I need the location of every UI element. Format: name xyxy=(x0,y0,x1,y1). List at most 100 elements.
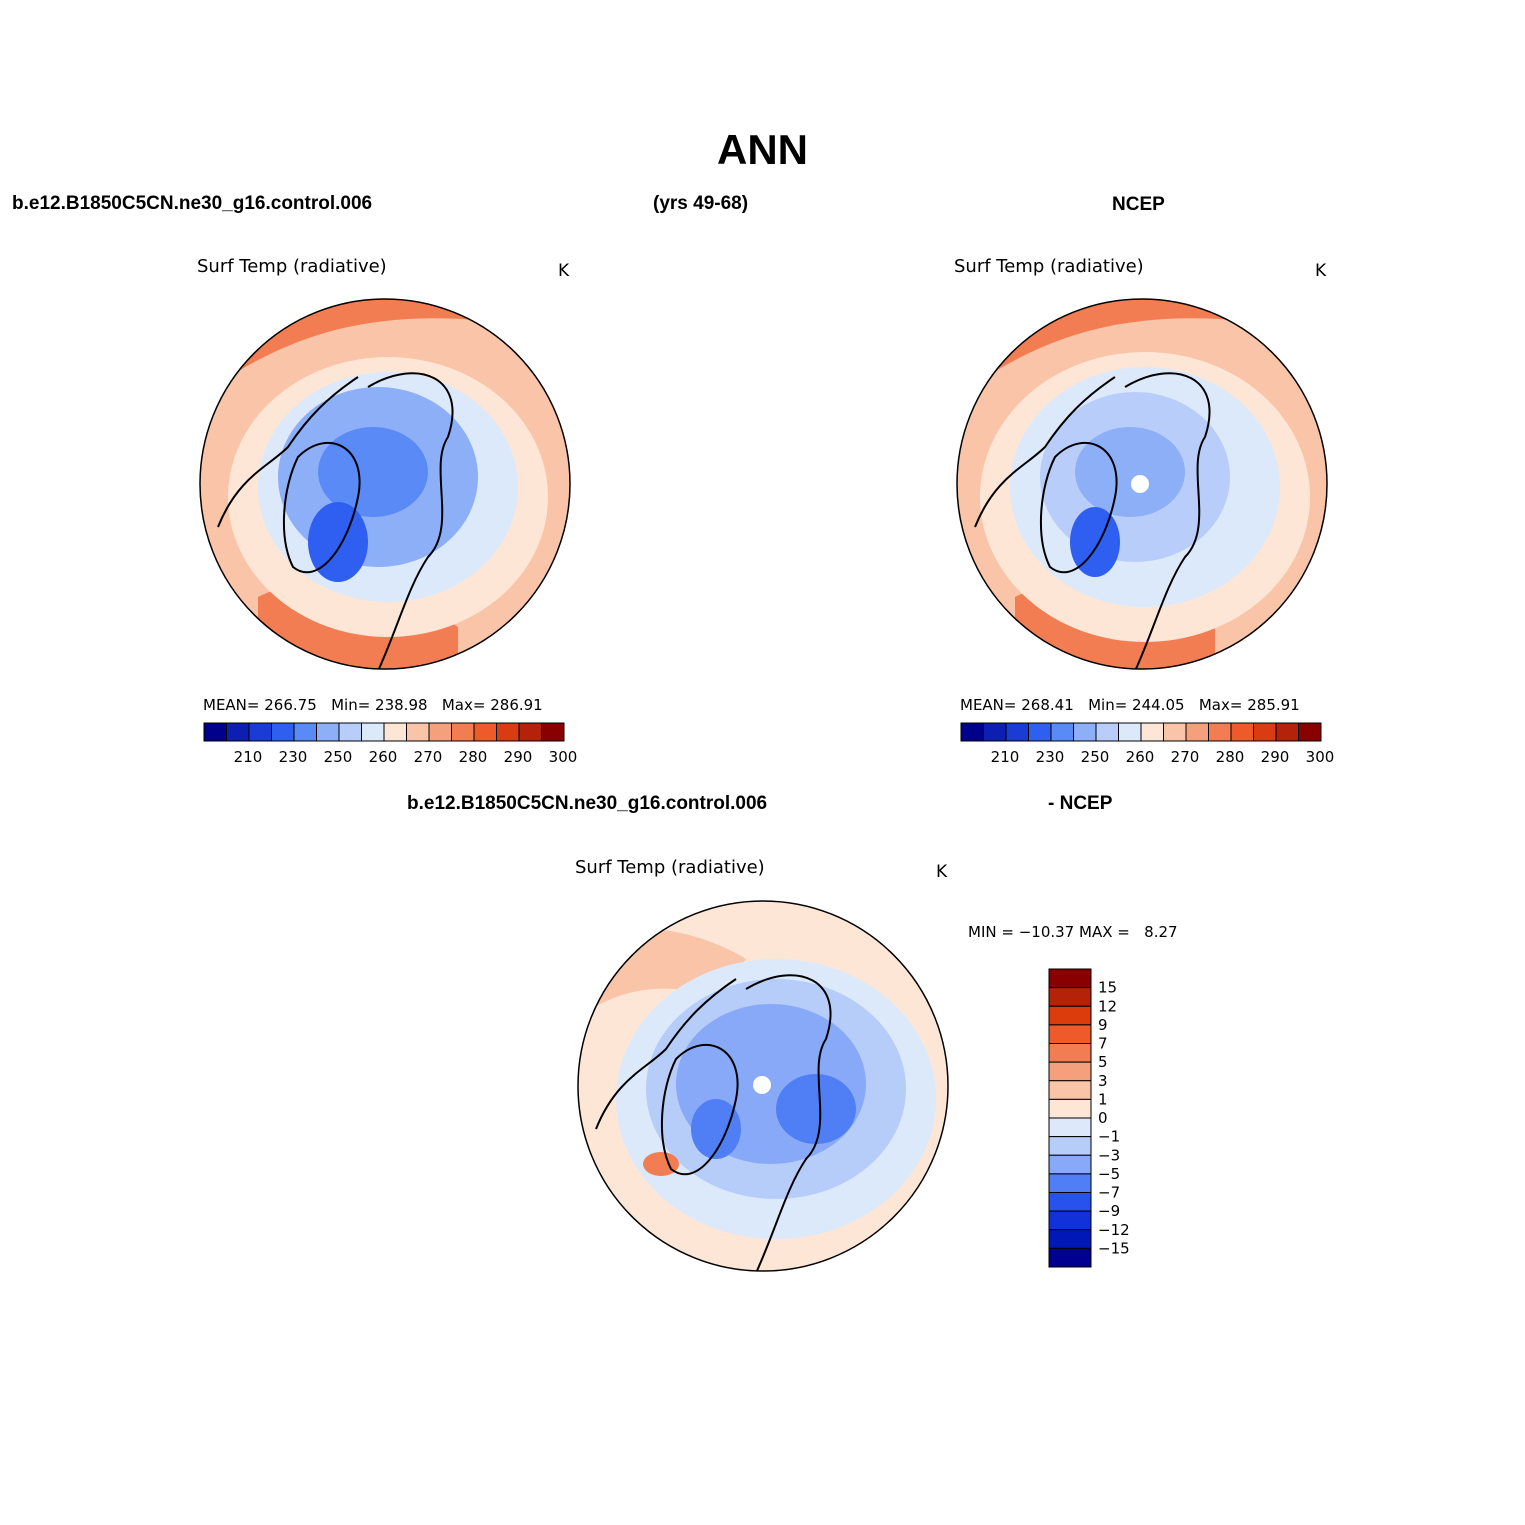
diff-colorbar-box-7 xyxy=(1048,1098,1092,1119)
model-colorbar-box-9 xyxy=(406,722,430,742)
model-colorbar-box-3 xyxy=(271,722,295,742)
diff-colorbar-label-11: −7 xyxy=(1098,1184,1120,1202)
model-mean-value: 266.75 xyxy=(264,696,317,714)
model-colorbar-label-1: 230 xyxy=(279,748,308,766)
diff-missing-pole-marker xyxy=(753,1076,771,1094)
obs-stats: MEAN= 268.41 Min= 244.05 Max= 285.91 xyxy=(960,696,1300,714)
diff-field-barents-cold xyxy=(776,1074,856,1144)
model-colorbar-box-11 xyxy=(451,722,475,742)
obs-colorbar-label-1: 230 xyxy=(1036,748,1065,766)
obs-field-greenland xyxy=(1070,507,1120,577)
diff-colorbar-box-4 xyxy=(1048,1043,1092,1063)
obs-missing-pole-marker xyxy=(1131,475,1149,493)
model-colorbar-box-5 xyxy=(316,722,340,742)
diff-colorbar-box-5 xyxy=(1048,1061,1092,1082)
obs-coastline-greenland xyxy=(1040,441,1118,574)
obs-colorbar-box-2 xyxy=(1005,722,1029,742)
diff-stats: MIN = −10.37 MAX = 8.27 xyxy=(968,923,1178,941)
model-coastline-greenland xyxy=(283,441,361,574)
obs-colorbar-box-9 xyxy=(1163,722,1187,742)
obs-max-value: 285.91 xyxy=(1247,696,1300,714)
obs-field-arctic-core xyxy=(1075,427,1185,517)
diff-colorbar-label-4: 5 xyxy=(1098,1053,1108,1071)
diff-colorbar-label-10: −5 xyxy=(1098,1165,1120,1183)
model-min-label: Min= xyxy=(331,696,371,714)
diff-colorbar-box-9 xyxy=(1048,1136,1092,1156)
diff-variable-title: Surf Temp (radiative) xyxy=(575,857,765,878)
page-title: ANN xyxy=(717,126,808,173)
model-max-label: Max= xyxy=(441,696,486,714)
diff-colorbar-label-9: −3 xyxy=(1098,1146,1120,1164)
obs-name-header: NCEP xyxy=(1112,194,1165,215)
obs-colorbar-box-10 xyxy=(1185,722,1209,742)
diff-colorbar-label-6: 1 xyxy=(1098,1090,1108,1108)
obs-colorbar-label-4: 270 xyxy=(1171,748,1200,766)
model-colorbar-label-5: 280 xyxy=(459,748,488,766)
obs-colorbar-box-5 xyxy=(1073,722,1097,742)
diff-colorbar-box-11 xyxy=(1048,1173,1092,1193)
obs-colorbar-box-12 xyxy=(1230,722,1254,742)
obs-colorbar-label-0: 210 xyxy=(991,748,1020,766)
model-polar-map xyxy=(199,298,571,670)
diff-obs-header: - NCEP xyxy=(1048,793,1113,814)
model-colorbar-label-7: 300 xyxy=(549,748,578,766)
obs-variable-title: Surf Temp (radiative) xyxy=(954,256,1144,277)
obs-colorbar-box-1 xyxy=(983,722,1007,742)
diff-coastline-america xyxy=(595,978,737,1130)
diff-colorbar-box-15 xyxy=(1048,1247,1092,1268)
diff-case-header: b.e12.B1850C5CN.ne30_g16.control.006 xyxy=(407,793,768,814)
diff-min-value: −10.37 xyxy=(1018,923,1075,941)
model-coastline-america xyxy=(217,376,359,528)
diff-colorbar-box-13 xyxy=(1048,1210,1092,1231)
obs-colorbar-box-3 xyxy=(1028,722,1052,742)
diff-max-value: 8.27 xyxy=(1144,923,1178,941)
obs-colorbar-label-2: 250 xyxy=(1081,748,1110,766)
diff-colorbar-label-1: 12 xyxy=(1098,997,1117,1015)
diff-colorbar-label-12: −9 xyxy=(1098,1202,1120,1220)
model-field-greenland xyxy=(308,502,368,582)
diff-colorbar-box-6 xyxy=(1048,1080,1092,1100)
diff-field-warm-spot xyxy=(643,1152,679,1176)
obs-mean-label: MEAN= xyxy=(960,696,1017,714)
model-mean-label: MEAN= xyxy=(203,696,260,714)
model-map-border xyxy=(199,298,571,670)
obs-coastline-america xyxy=(974,376,1116,528)
diff-colorbar-label-3: 7 xyxy=(1098,1035,1108,1053)
model-colorbar-box-15 xyxy=(541,722,565,742)
diff-polar-map xyxy=(577,900,949,1272)
diff-colorbar-label-2: 9 xyxy=(1098,1016,1108,1034)
case-name-header: b.e12.B1850C5CN.ne30_g16.control.006 xyxy=(12,193,373,214)
model-colorbar-box-14 xyxy=(518,722,542,742)
diff-colorbar-box-3 xyxy=(1048,1024,1092,1044)
model-colorbar-box-1 xyxy=(226,722,250,742)
model-colorbar-box-7 xyxy=(361,722,385,742)
model-colorbar-box-8 xyxy=(383,722,407,742)
diff-colorbar-box-1 xyxy=(1048,987,1092,1007)
obs-colorbar-label-5: 280 xyxy=(1216,748,1245,766)
model-colorbar-box-4 xyxy=(293,722,317,742)
obs-colorbar: 210 230 250 260 270 280 290 300 xyxy=(960,722,1334,766)
model-colorbar-box-13 xyxy=(496,722,520,742)
diff-field-greenland-cold xyxy=(691,1099,741,1159)
obs-colorbar-box-11 xyxy=(1208,722,1232,742)
diff-colorbar-label-13: −12 xyxy=(1098,1221,1130,1239)
years-header: (yrs 49-68) xyxy=(653,193,749,214)
model-max-value: 286.91 xyxy=(490,696,543,714)
model-colorbar-box-0 xyxy=(203,722,227,742)
diff-colorbar-label-14: −15 xyxy=(1098,1239,1130,1257)
obs-colorbar-box-8 xyxy=(1140,722,1164,742)
model-colorbar-box-10 xyxy=(428,722,452,742)
obs-colorbar-label-3: 260 xyxy=(1126,748,1155,766)
diff-colorbar-box-14 xyxy=(1048,1229,1092,1249)
model-variable-title: Surf Temp (radiative) xyxy=(197,256,387,277)
model-colorbar-box-2 xyxy=(248,722,272,742)
obs-coastline-eurasia xyxy=(1124,372,1211,669)
obs-colorbar-box-7 xyxy=(1118,722,1142,742)
model-colorbar-box-12 xyxy=(473,722,497,742)
obs-min-value: 244.05 xyxy=(1132,696,1185,714)
obs-min-label: Min= xyxy=(1088,696,1128,714)
model-colorbar-label-2: 250 xyxy=(324,748,353,766)
model-colorbar-label-6: 290 xyxy=(504,748,533,766)
model-colorbar-box-6 xyxy=(338,722,362,742)
